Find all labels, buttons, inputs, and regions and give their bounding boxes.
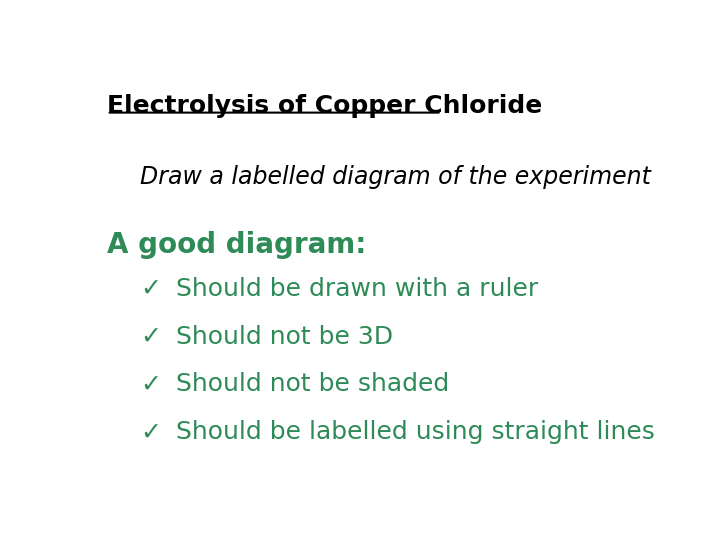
Text: ✓: ✓ xyxy=(140,277,161,301)
Text: ✓: ✓ xyxy=(140,420,161,444)
Text: ✓: ✓ xyxy=(140,373,161,396)
Text: Should not be 3D: Should not be 3D xyxy=(176,325,394,349)
Text: Electrolysis of Copper Chloride: Electrolysis of Copper Chloride xyxy=(107,94,542,118)
Text: Should not be shaded: Should not be shaded xyxy=(176,373,450,396)
Text: Should be drawn with a ruler: Should be drawn with a ruler xyxy=(176,277,539,301)
Text: Draw a labelled diagram of the experiment: Draw a labelled diagram of the experimen… xyxy=(140,165,651,188)
Text: ✓: ✓ xyxy=(140,325,161,349)
Text: Should be labelled using straight lines: Should be labelled using straight lines xyxy=(176,420,655,444)
Text: A good diagram:: A good diagram: xyxy=(107,231,366,259)
